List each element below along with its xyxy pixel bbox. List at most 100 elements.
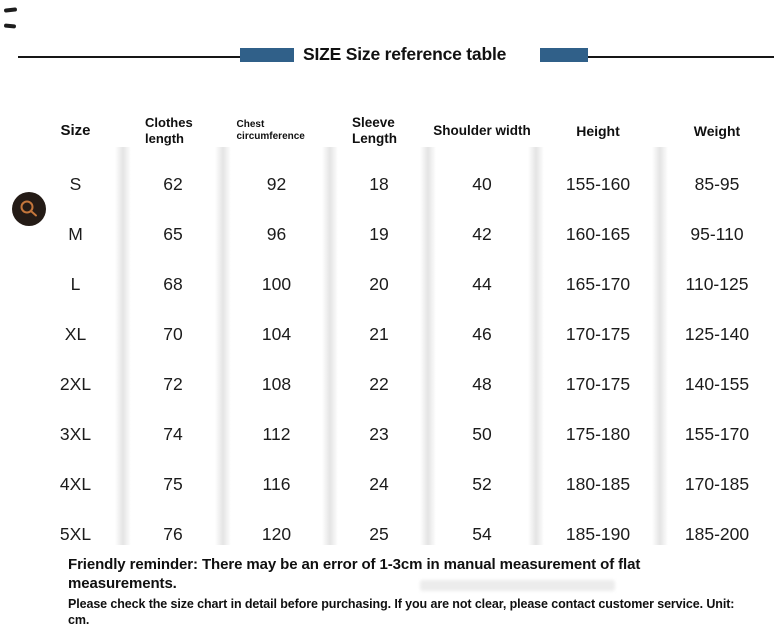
column-divider <box>215 147 231 545</box>
column-header-size: Size <box>28 122 123 140</box>
table-cell: 50 <box>472 423 492 444</box>
column-header-height: Height <box>536 123 660 140</box>
column-divider <box>115 147 131 545</box>
column-divider <box>322 147 338 545</box>
table-cell: 72 <box>163 373 183 394</box>
title-divider-left <box>18 56 240 58</box>
table-cell: 75 <box>163 473 183 494</box>
table-cell: 68 <box>163 273 183 294</box>
column-header-label: Size <box>60 122 91 139</box>
edge-artifact-mark <box>3 7 18 13</box>
column-header-label: Chest circumference <box>236 119 305 142</box>
table-cell: 92 <box>266 173 287 194</box>
size-label-cell: 3XL <box>59 423 92 444</box>
table-cell: 21 <box>369 323 389 344</box>
table-cell: 48 <box>472 373 492 394</box>
table-cell: 108 <box>261 373 292 394</box>
table-cell: 165-170 <box>565 273 631 294</box>
table-cell: 22 <box>369 373 389 394</box>
table-cell: 170-175 <box>565 323 631 344</box>
table-cell: 155-170 <box>684 423 750 444</box>
size-label-cell: S <box>69 173 82 194</box>
column-header-label: Height <box>576 122 620 139</box>
column-header-clothes-length: Clothes length <box>123 115 223 146</box>
table-cell: 104 <box>261 323 292 344</box>
table-cell: 160-165 <box>565 223 631 244</box>
table-row: 2XL 72 108 22 48 170-175 140-155 <box>28 359 774 409</box>
page-title: SIZE Size reference table <box>303 44 507 64</box>
table-cell: 185-190 <box>565 523 631 544</box>
column-header-sleeve-length: Sleeve Length <box>330 115 428 147</box>
table-cell: 155-160 <box>565 173 631 194</box>
table-cell: 46 <box>472 323 492 344</box>
column-header-label: Clothes length <box>145 115 193 146</box>
size-label-cell: M <box>68 223 83 244</box>
table-cell: 20 <box>369 273 389 294</box>
column-divider <box>528 147 544 545</box>
edge-artifact-mark <box>3 23 17 29</box>
table-row: 3XL 74 112 23 50 175-180 155-170 <box>28 409 774 459</box>
table-cell: 18 <box>369 173 389 194</box>
table-cell: 19 <box>369 223 389 244</box>
table-cell: 112 <box>262 423 291 444</box>
table-cell: 40 <box>472 173 492 194</box>
table-cell: 85-95 <box>694 173 740 194</box>
column-header-weight: Weight <box>660 123 774 140</box>
table-cell: 175-180 <box>565 423 631 444</box>
column-header-shoulder-width: Shoulder width <box>428 123 536 139</box>
table-row: 4XL 75 116 24 52 180-185 170-185 <box>28 459 774 509</box>
size-label-cell: L <box>70 273 81 294</box>
column-header-label: Shoulder width <box>433 122 531 138</box>
search-icon <box>20 200 37 217</box>
title-accent-bar-left <box>240 48 294 62</box>
zoom-search-button[interactable] <box>12 192 46 226</box>
table-cell: 170-185 <box>684 473 750 494</box>
title-divider-right <box>588 56 774 58</box>
table-row: 5XL 76 120 25 54 185-190 185-200 <box>28 509 774 559</box>
friendly-reminder-text: Friendly reminder: There may be an error… <box>68 556 641 593</box>
table-cell: 116 <box>262 473 291 494</box>
table-cell: 120 <box>261 523 292 544</box>
footer-notes: Friendly reminder: There may be an error… <box>0 548 774 635</box>
table-header-row: Size Clothes length Chest circumference … <box>28 95 774 159</box>
table-cell: 74 <box>163 423 183 444</box>
size-reference-table: Size Clothes length Chest circumference … <box>28 95 774 559</box>
size-label-cell: 4XL <box>59 473 92 494</box>
table-row: L 68 100 20 44 165-170 110-125 <box>28 259 774 309</box>
translation-artifact-smudge <box>420 580 615 591</box>
table-cell: 25 <box>369 523 389 544</box>
table-cell: 42 <box>472 223 492 244</box>
table-cell: 180-185 <box>565 473 631 494</box>
purchase-note-text: Please check the size chart in detail be… <box>68 597 735 628</box>
column-header-label: Sleeve Length <box>352 114 397 146</box>
table-cell: 96 <box>266 223 287 244</box>
table-cell: 62 <box>163 173 183 194</box>
table-cell: 23 <box>369 423 389 444</box>
column-divider <box>652 147 668 545</box>
table-row: M 65 96 19 42 160-165 95-110 <box>28 209 774 259</box>
table-cell: 54 <box>472 523 492 544</box>
column-divider <box>420 147 436 545</box>
size-label-cell: XL <box>64 323 87 344</box>
size-label-cell: 5XL <box>59 523 92 544</box>
size-label-cell: 2XL <box>59 373 92 394</box>
table-cell: 70 <box>163 323 183 344</box>
table-cell: 140-155 <box>684 373 750 394</box>
table-cell: 100 <box>261 273 292 294</box>
table-cell: 44 <box>472 273 492 294</box>
table-cell: 170-175 <box>565 373 631 394</box>
table-row: S 62 92 18 40 155-160 85-95 <box>28 159 774 209</box>
table-cell: 185-200 <box>684 523 750 544</box>
table-cell: 76 <box>163 523 183 544</box>
table-cell: 24 <box>369 473 389 494</box>
table-cell: 95-110 <box>690 223 744 244</box>
table-row: XL 70 104 21 46 170-175 125-140 <box>28 309 774 359</box>
table-cell: 52 <box>472 473 492 494</box>
title-accent-bar-right <box>540 48 588 62</box>
table-cell: 65 <box>163 223 183 244</box>
column-header-chest-circumference: Chest circumference <box>223 119 330 143</box>
table-cell: 110-125 <box>685 273 749 294</box>
table-cell: 125-140 <box>684 323 750 344</box>
column-header-label: Weight <box>693 122 741 139</box>
